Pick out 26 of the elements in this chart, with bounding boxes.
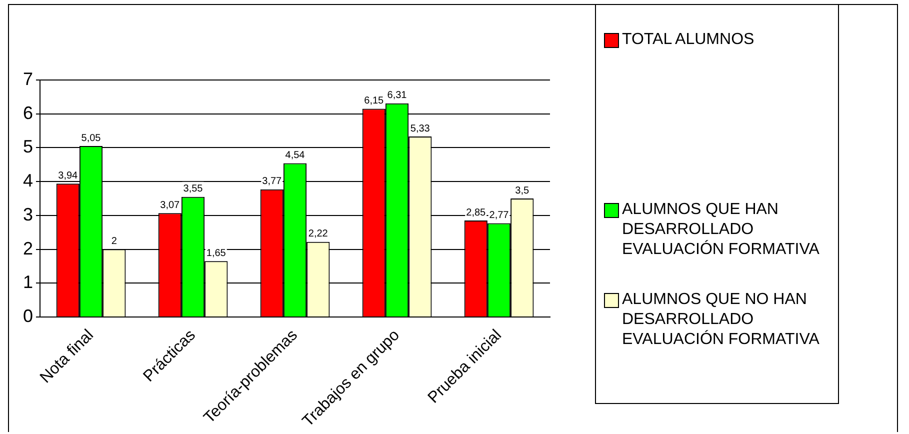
- data-label: 1,65: [206, 248, 226, 259]
- legend-label: ALUMNOS QUE HAN DESARROLLADO EVALUACIÓN FORMATIVA: [622, 200, 820, 260]
- y-tick-label: 3: [22, 204, 34, 224]
- y-tick-label: 5: [22, 136, 34, 157]
- data-label: 3,07: [160, 200, 180, 211]
- y-tick-label: 2: [22, 238, 34, 258]
- data-label: 3,94: [58, 170, 78, 182]
- data-label: 3,5: [515, 185, 530, 196]
- data-label: 3,77: [262, 176, 282, 188]
- y-tick-label: 4: [22, 170, 34, 191]
- data-label: 5,05: [81, 132, 102, 144]
- data-label: 3,55: [183, 184, 204, 195]
- data-label: 5,33: [410, 123, 430, 134]
- data-label: 2,22: [308, 228, 328, 240]
- data-label: 6,15: [364, 96, 384, 107]
- y-tick-label: 7: [22, 68, 34, 89]
- data-label: 2,77: [489, 210, 510, 221]
- legend-label: TOTAL ALUMNOS: [622, 30, 756, 50]
- y-tick-label: 6: [22, 102, 34, 123]
- data-label: 4,54: [285, 150, 306, 162]
- y-tick-label: 0: [22, 306, 34, 326]
- data-label: 6,31: [387, 90, 408, 102]
- data-label: 2: [111, 236, 118, 248]
- data-label: 2,85: [466, 207, 486, 218]
- legend-label: ALUMNOS QUE NO HAN DESARROLLADO EVALUACIÓN FORMATIVA: [622, 290, 820, 350]
- y-tick-label: 1: [22, 272, 34, 292]
